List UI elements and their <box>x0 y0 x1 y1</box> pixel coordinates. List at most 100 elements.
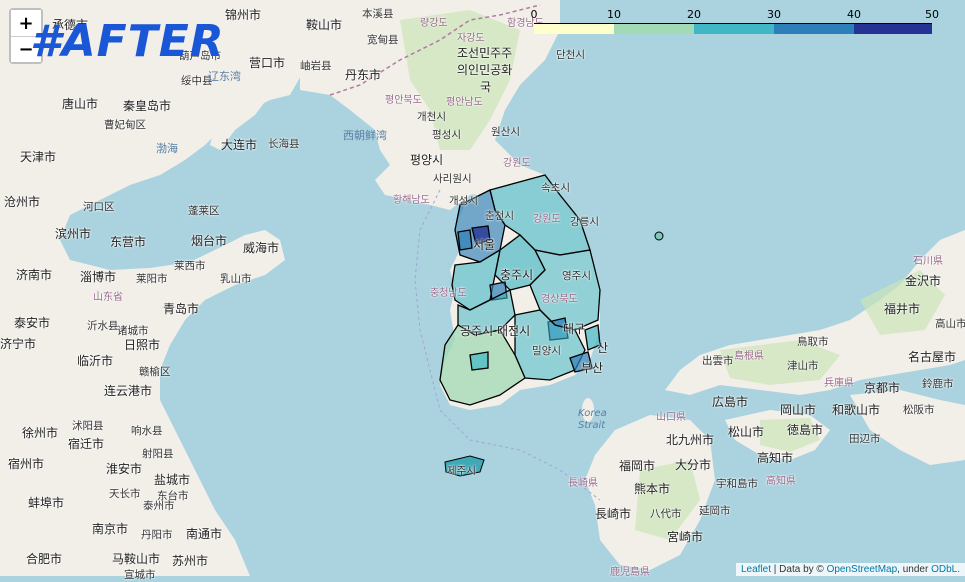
maritime-boundary <box>414 189 601 501</box>
place-nantong: 南通市 <box>186 527 223 541</box>
place-gangwon-north: 강원도 <box>503 158 531 169</box>
place-daejeon: 대전시 <box>497 324 531 338</box>
place-suzuka: 鈴鹿市 <box>922 378 954 390</box>
place-penglai: 蓬莱区 <box>188 205 220 217</box>
place-wonsan: 원산시 <box>491 126 520 138</box>
place-pyongbuk: 평안북도 <box>385 95 422 106</box>
after-watermark: #AFTER <box>30 16 225 67</box>
place-nagoya: 名古屋市 <box>908 350 957 364</box>
place-yancheng: 盐城市 <box>154 473 191 487</box>
place-pyeongsong: 평성시 <box>432 129 461 141</box>
place-seoul: 서울 <box>473 238 496 252</box>
place-linyi: 临沂市 <box>77 354 114 368</box>
place-tianchang: 天长市 <box>109 488 141 500</box>
place-chengde: 承德市 <box>52 18 89 32</box>
legend-swatch-3 <box>774 24 854 34</box>
place-kanazawa: 金沢市 <box>905 274 942 288</box>
place-lianyungang: 连云港市 <box>104 384 153 398</box>
place-liaodong-bay: 辽东湾 <box>208 70 241 83</box>
place-benxi: 本溪县 <box>362 8 394 20</box>
place-tottori: 鳥取市 <box>797 336 829 348</box>
place-danchon: 단천시 <box>556 49 585 61</box>
place-danyang: 丹阳市 <box>141 529 173 541</box>
place-zhucheng: 诸城市 <box>117 325 149 337</box>
place-jining: 济宁市 <box>0 337 37 351</box>
place-miryang: 밀양시 <box>532 345 561 357</box>
place-hekou: 河口区 <box>83 201 115 213</box>
attribution-under: , under <box>897 564 932 575</box>
choropleth-regions <box>439 174 601 406</box>
zoom-out-button[interactable]: − <box>11 36 41 62</box>
place-laixi: 莱西市 <box>174 260 206 272</box>
osm-link[interactable]: OpenStreetMap <box>826 564 898 575</box>
place-korea-strait: Korea <box>578 408 607 419</box>
place-yishui: 沂水县 <box>87 320 119 332</box>
place-dprk-1: 조선민주주 <box>457 46 513 60</box>
place-gangneung: 강릉시 <box>570 216 599 228</box>
place-pyongnam: 평안남도 <box>446 97 483 108</box>
landmass-china <box>0 0 330 576</box>
region-ulsan <box>584 324 601 351</box>
place-huaian: 淮安市 <box>106 462 143 476</box>
place-hyogo: 兵庫県 <box>824 378 854 389</box>
place-wakayama: 和歌山市 <box>832 403 881 417</box>
place-xuancheng: 宣城市 <box>124 569 156 581</box>
place-kitakyushu: 北九州市 <box>666 433 715 447</box>
place-zibo: 淄博市 <box>80 270 117 284</box>
place-shandong: 山东省 <box>93 292 123 303</box>
place-kochi: 高知市 <box>757 451 794 465</box>
place-rizhao: 日照市 <box>124 338 161 352</box>
place-ishikawa: 石川県 <box>913 256 943 267</box>
place-ulsan-partial: 산 <box>597 341 609 355</box>
place-jagang: 자강도 <box>457 33 485 44</box>
border-china-dprk <box>329 4 541 96</box>
place-daegu: 대구 <box>563 322 586 336</box>
place-gangwon-south: 강원도 <box>533 214 561 225</box>
place-bengbu: 蚌埠市 <box>28 496 65 510</box>
place-kaesong: 개성시 <box>449 195 478 207</box>
leaflet-link[interactable]: Leaflet <box>740 564 772 575</box>
place-kyoto: 京都市 <box>864 381 901 395</box>
place-dongtai: 东台市 <box>157 490 189 502</box>
odbl-link[interactable]: ODbL. <box>931 564 960 575</box>
place-qinhuangdao: 秦皇岛市 <box>123 99 172 113</box>
place-dandong: 丹东市 <box>345 68 382 82</box>
place-yatsushiro: 八代市 <box>650 508 682 520</box>
place-tangshan: 唐山市 <box>62 97 99 111</box>
legend-tick-10: 10 <box>607 8 621 21</box>
place-kuandian: 宽甸县 <box>367 34 399 46</box>
place-nagasaki: 長崎市 <box>595 507 632 521</box>
place-nagasaki-pref: 長崎県 <box>568 478 598 489</box>
place-dalian: 大连市 <box>221 138 258 152</box>
place-taizhou: 泰州市 <box>143 500 175 512</box>
zoom-in-button[interactable]: + <box>11 10 41 36</box>
region-busan <box>569 351 593 373</box>
place-qingdao: 青岛市 <box>163 302 200 316</box>
landmass-liaodong <box>190 80 270 150</box>
place-fukuoka: 福岡市 <box>619 459 656 473</box>
place-korea-strait-2: Strait <box>578 420 606 431</box>
forest-japan4 <box>760 418 820 452</box>
place-maanshan: 马鞍山市 <box>112 552 161 566</box>
place-weihai: 威海市 <box>243 241 280 255</box>
legend-swatch-0 <box>534 24 614 34</box>
place-izumo: 出雲市 <box>702 355 734 367</box>
place-dprk-2: 의인민공화 <box>457 63 513 77</box>
place-rushan: 乳山市 <box>220 273 252 285</box>
place-shuyang: 沭阳县 <box>72 420 104 432</box>
place-suzhou: 苏州市 <box>172 554 209 568</box>
place-xiangshui: 响水县 <box>131 425 163 437</box>
place-gyeongbuk: 경상북도 <box>541 294 578 305</box>
place-gaechon: 개천시 <box>417 111 446 123</box>
place-okayama: 岡山市 <box>780 403 817 417</box>
place-yingkou: 营口市 <box>249 56 286 70</box>
place-jeju: 제주시 <box>447 465 476 477</box>
legend-tick-50: 50 <box>925 8 939 21</box>
place-chungnam: 충청남도 <box>430 288 467 299</box>
place-hamgyong: 함경남도 <box>507 18 544 29</box>
legend-swatch-2 <box>694 24 774 34</box>
legend-tick-40: 40 <box>847 8 861 21</box>
place-matsuyama: 松山市 <box>728 425 765 439</box>
place-chuncheon: 춘천시 <box>485 210 514 222</box>
